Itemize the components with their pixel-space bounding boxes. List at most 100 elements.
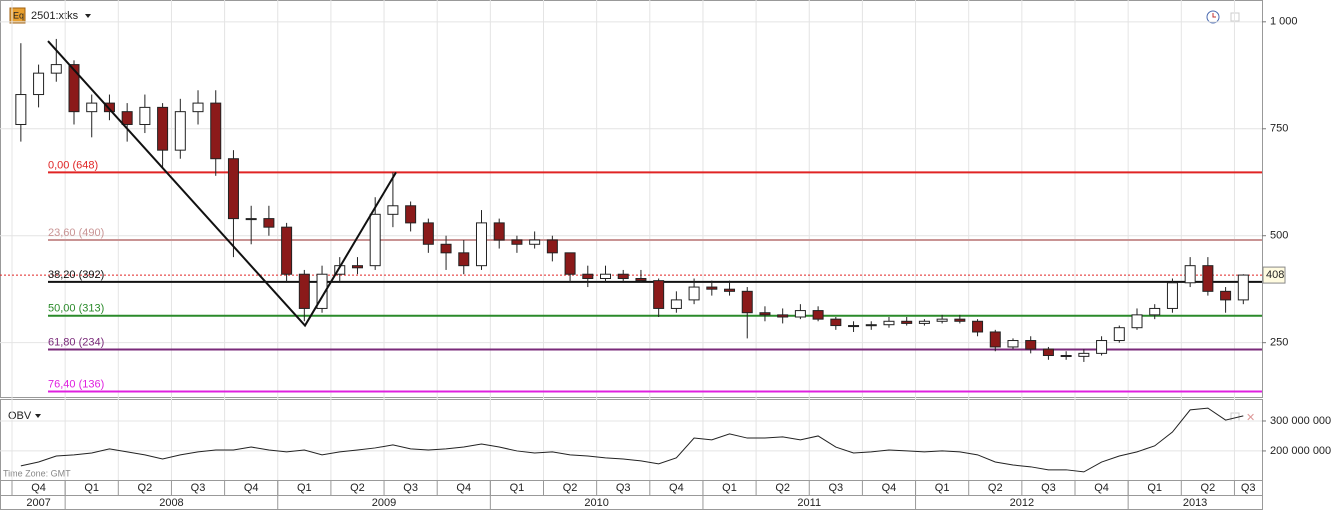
year-label: 2007 bbox=[26, 497, 50, 509]
price-panel bbox=[0, 0, 1263, 398]
candle-body bbox=[989, 331, 1001, 348]
close-button[interactable]: ✕ bbox=[1246, 412, 1255, 424]
time-zone: Time Zone: GMT bbox=[3, 468, 71, 478]
y-tick-label: 300 000 000 bbox=[1270, 415, 1331, 427]
candle-body bbox=[830, 318, 842, 327]
candle-body bbox=[281, 226, 293, 275]
candle-body bbox=[369, 213, 381, 267]
candle-body bbox=[351, 265, 363, 269]
candle-body bbox=[883, 320, 895, 326]
quarter-label: Q4 bbox=[1094, 482, 1109, 494]
candle-body bbox=[564, 252, 576, 275]
candle-body bbox=[529, 239, 541, 245]
quarter-label: Q3 bbox=[1041, 482, 1056, 494]
y-tick-label: 750 bbox=[1270, 123, 1288, 135]
quarter-label: Q3 bbox=[616, 482, 631, 494]
candle-body bbox=[1007, 340, 1019, 348]
y-tick-label: 250 bbox=[1270, 337, 1288, 349]
candle-body bbox=[316, 273, 328, 309]
candle-body bbox=[1166, 282, 1178, 309]
candle-body bbox=[1202, 265, 1214, 292]
candle-body bbox=[741, 290, 753, 314]
candle-body bbox=[263, 218, 275, 228]
candle-body bbox=[706, 286, 718, 290]
fib-label: 76,40 (136) bbox=[48, 378, 104, 390]
instrument-title[interactable]: 2501:xtks bbox=[31, 10, 79, 22]
obv-line bbox=[20, 407, 1244, 473]
panel-button[interactable] bbox=[1230, 12, 1240, 22]
obv-title[interactable]: OBV bbox=[8, 410, 32, 422]
candle-body bbox=[1237, 274, 1249, 301]
candle-body bbox=[68, 64, 80, 113]
year-label: 2013 bbox=[1183, 497, 1207, 509]
candle-body bbox=[298, 273, 310, 309]
candle-body bbox=[1042, 348, 1054, 357]
candle-body bbox=[1060, 355, 1072, 358]
quarter-label: Q2 bbox=[775, 482, 790, 494]
fib-label: 61,80 (234) bbox=[48, 336, 104, 348]
candle-body bbox=[493, 222, 505, 241]
quarter-label: Q1 bbox=[1147, 482, 1162, 494]
fib-label: 0,00 (648) bbox=[48, 159, 98, 171]
candle-body bbox=[546, 239, 558, 254]
candle-body bbox=[794, 310, 806, 318]
candle-body bbox=[1184, 265, 1196, 284]
candle-body bbox=[458, 252, 470, 267]
dropdown-arrow[interactable] bbox=[85, 14, 91, 18]
trend-zigzag bbox=[47, 40, 397, 328]
candle-body bbox=[1025, 340, 1037, 350]
quarter-label: Q1 bbox=[297, 482, 312, 494]
candle-body bbox=[936, 318, 948, 322]
year-label: 2010 bbox=[584, 497, 608, 509]
candle-body bbox=[50, 64, 62, 74]
fib-label: 50,00 (313) bbox=[48, 303, 104, 315]
year-label: 2012 bbox=[1010, 497, 1034, 509]
quarter-label: Q1 bbox=[935, 482, 950, 494]
candle-body bbox=[1096, 340, 1108, 354]
quarter-label: Q1 bbox=[722, 482, 737, 494]
candle-body bbox=[954, 318, 966, 322]
candle-body bbox=[848, 325, 860, 328]
candle-body bbox=[139, 106, 151, 125]
candle-body bbox=[617, 273, 629, 279]
quarter-label: Q4 bbox=[456, 482, 471, 494]
quarter-label: Q4 bbox=[882, 482, 897, 494]
candle-body bbox=[759, 312, 771, 316]
candle-body bbox=[387, 205, 399, 215]
quarter-label: Q4 bbox=[31, 482, 46, 494]
candle-body bbox=[635, 277, 647, 282]
candle-body bbox=[777, 314, 789, 318]
quarter-label: Q3 bbox=[828, 482, 843, 494]
fib-label: 38,20 (392) bbox=[48, 269, 104, 281]
candle-body bbox=[724, 288, 736, 292]
quarter-label: Q2 bbox=[138, 482, 153, 494]
quarter-label: Q2 bbox=[1201, 482, 1216, 494]
candle-body bbox=[245, 218, 257, 221]
candle-body bbox=[121, 111, 133, 125]
fib-label: 23,60 (490) bbox=[48, 227, 104, 239]
last-price-tag bbox=[1262, 266, 1286, 284]
y-tick-label: 500 bbox=[1270, 230, 1288, 242]
candle-body bbox=[511, 239, 523, 245]
clock-hands bbox=[1212, 13, 1216, 18]
candle-body bbox=[103, 102, 115, 113]
quarter-label: Q3 bbox=[1241, 482, 1256, 494]
candle-body bbox=[422, 222, 434, 245]
candle-body bbox=[653, 280, 665, 309]
candle-body bbox=[865, 324, 877, 327]
candle-body bbox=[157, 106, 169, 151]
quarter-label: Q2 bbox=[563, 482, 578, 494]
year-label: 2011 bbox=[797, 497, 821, 509]
candle-body bbox=[670, 299, 682, 309]
candle-body bbox=[1078, 352, 1090, 357]
candle-body bbox=[86, 102, 98, 113]
quarter-label: Q2 bbox=[350, 482, 365, 494]
dropdown-arrow[interactable] bbox=[35, 414, 41, 418]
quarter-label: Q3 bbox=[191, 482, 206, 494]
candle-body bbox=[600, 273, 612, 279]
candle-body bbox=[582, 273, 594, 279]
candle-body bbox=[210, 102, 222, 160]
y-tick-label: 200 000 000 bbox=[1270, 445, 1331, 457]
instrument-icon[interactable] bbox=[9, 7, 26, 24]
